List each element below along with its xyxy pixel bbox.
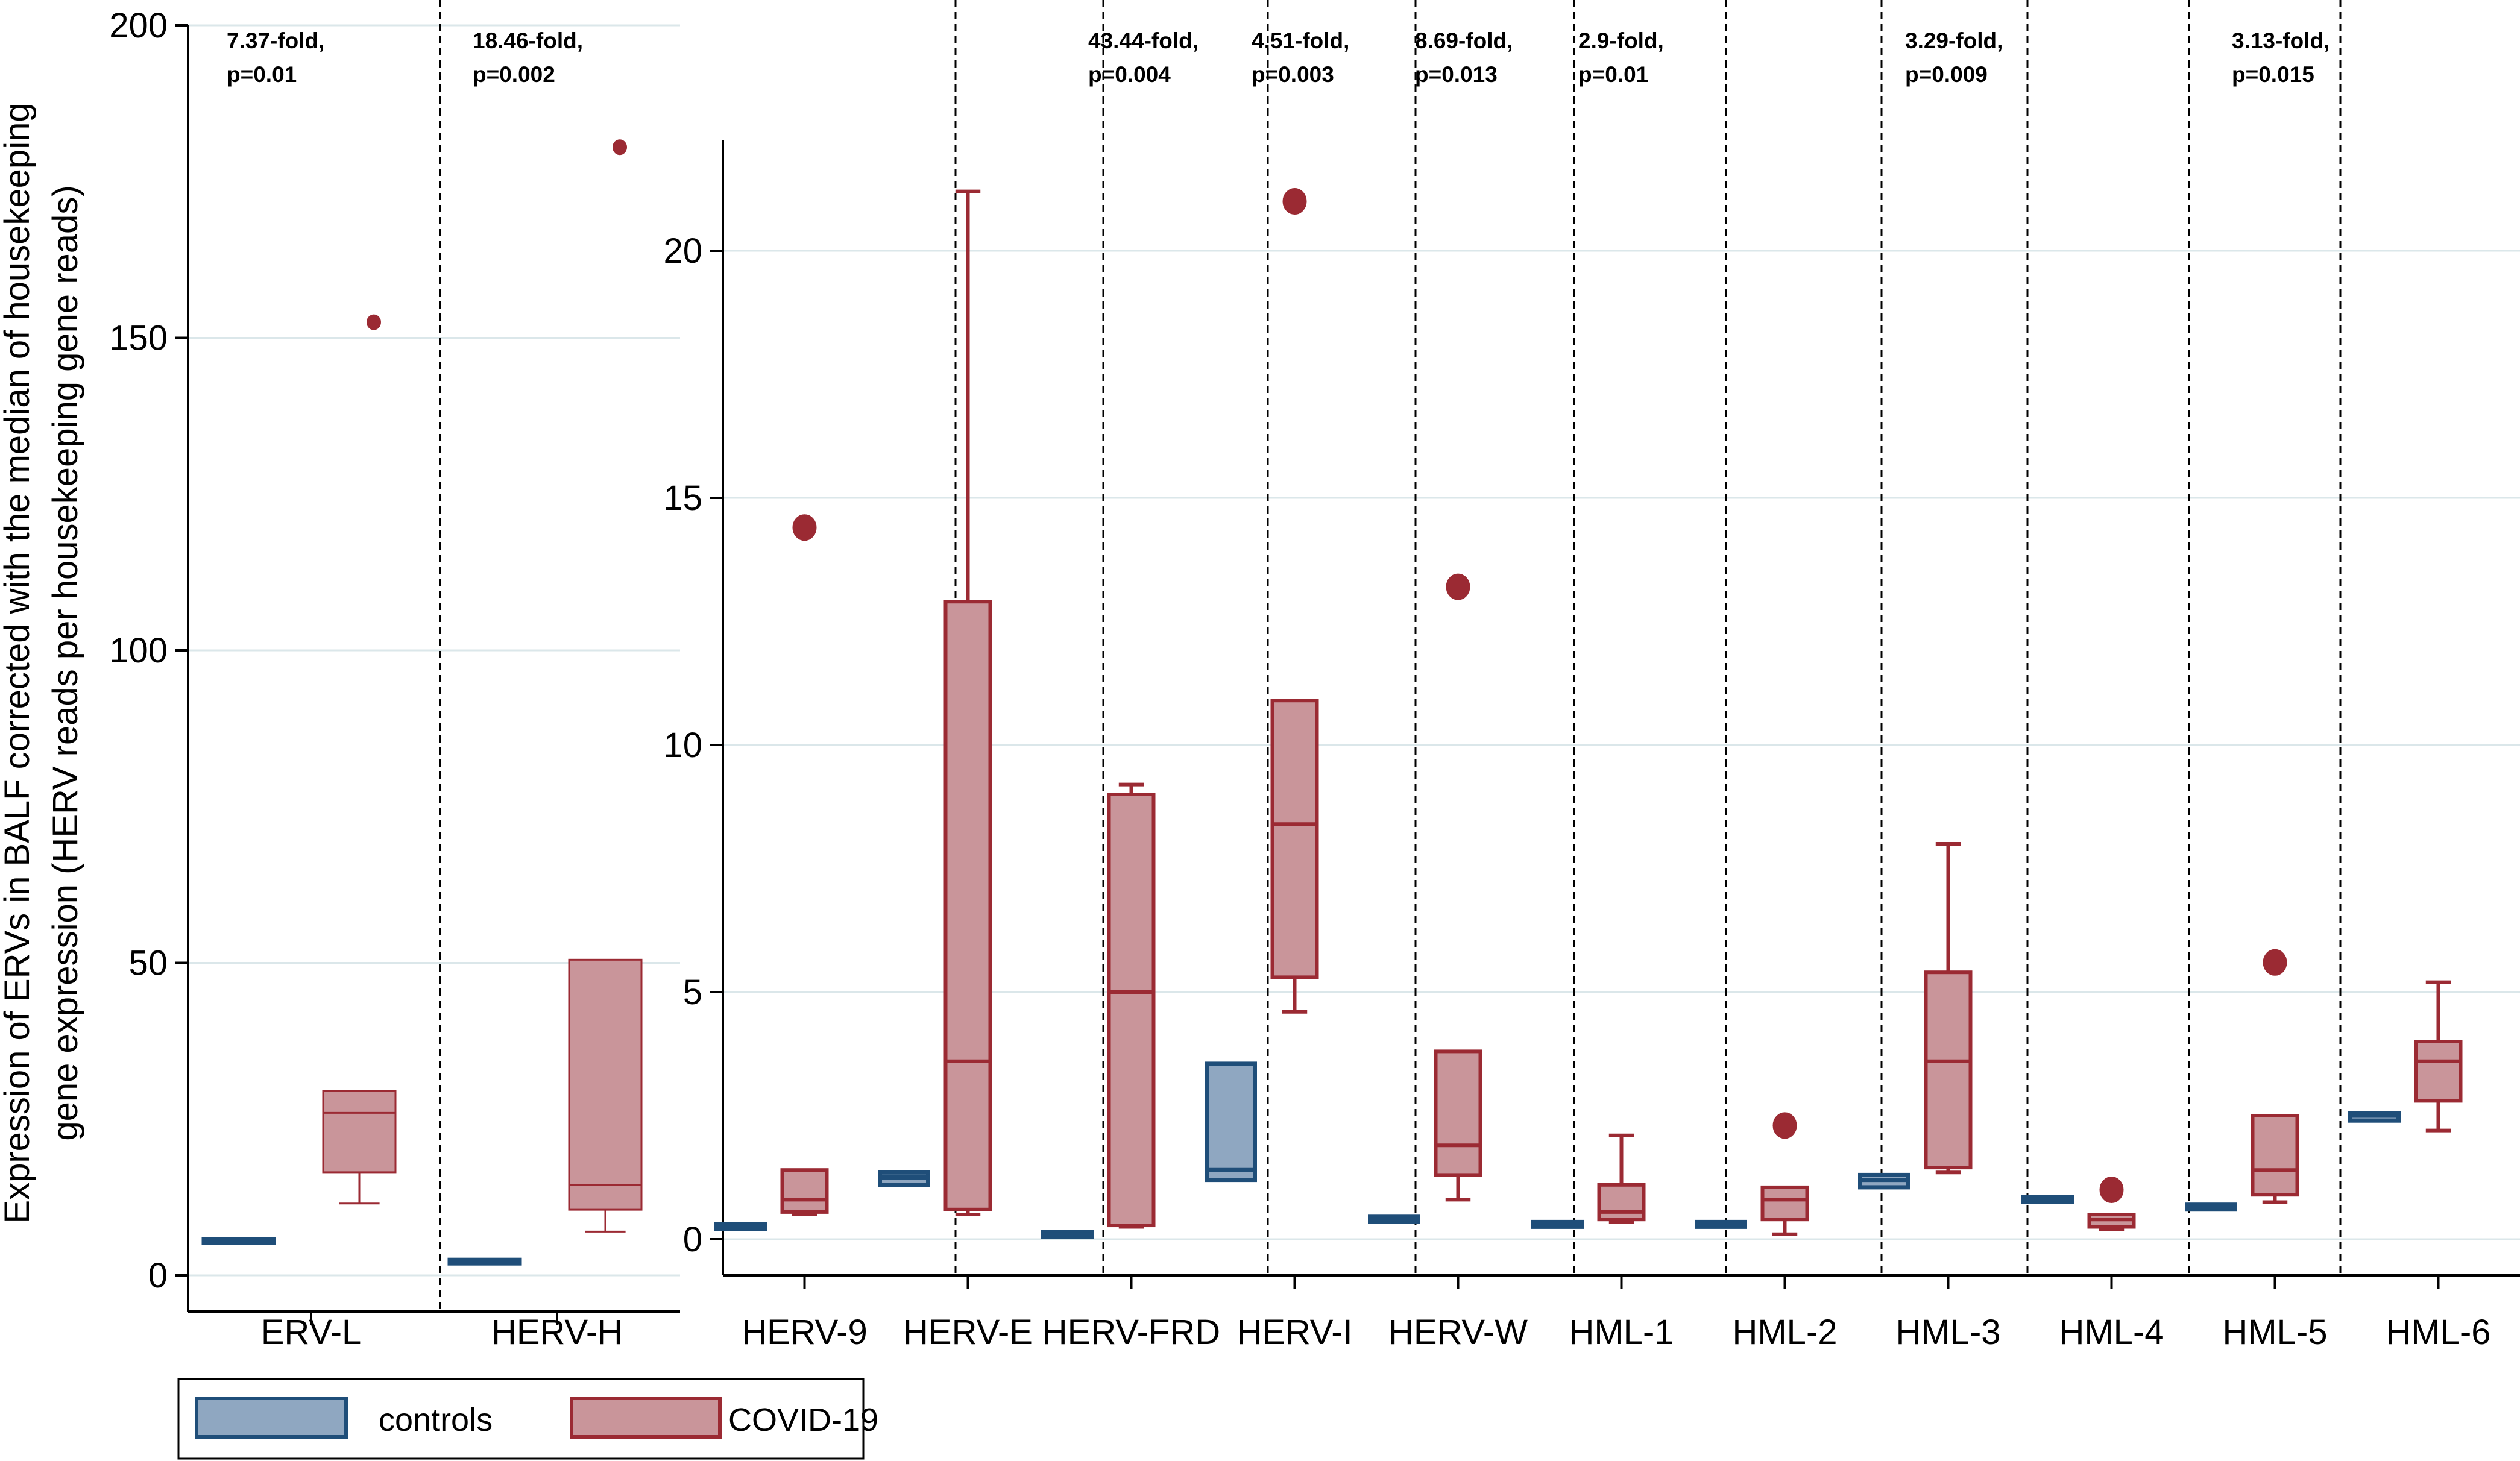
legend-swatch-covid19 [570,1397,722,1439]
category-label-herv-h: HERV-H [491,1313,623,1352]
box-covid-19-hml-2-iqr [1760,1185,1809,1222]
category-label-herv-i: HERV-I [1236,1313,1352,1352]
box-covid-19-erv-l-iqr [322,1090,397,1174]
annotation-hml-5-line-1: 3.13-fold, [2232,28,2329,53]
box-covid-19-herv-h [568,139,643,1233]
category-label-hml-2: HML-2 [1732,1313,1837,1352]
y-tick-label-left-200: 200 [109,6,168,45]
category-label-herv-frd: HERV-FRD [1042,1313,1220,1352]
box-covid-19-hml-2-outlier-1 [1772,1112,1797,1139]
box-covid-19-herv-e [943,189,992,1216]
annotation-herv-i-line-2: p=0.003 [1252,62,1334,87]
box-controls-hml-1 [1531,1219,1584,1229]
box-covid-19-herv-frd-iqr [1107,793,1156,1228]
box-covid-19-hml-1 [1597,1133,1646,1224]
box-controls-herv-h [447,1257,522,1266]
box-covid-19-herv-9-outlier-1 [792,514,817,541]
box-controls-hml-3 [1858,1172,1910,1190]
box-controls-herv-9 [714,1222,767,1231]
category-label-hml-3: HML-3 [1895,1313,2000,1352]
legend-label-controls: controls [379,1402,493,1438]
box-controls-erv-l [201,1237,276,1245]
category-label-hml-4: HML-4 [2059,1313,2164,1352]
box-covid-19-herv-frd [1107,782,1156,1229]
annotation-erv-l-line-2: p=0.01 [227,62,297,87]
annotation-herv-frd-line-1: 43.44-fold, [1088,28,1199,53]
box-covid-19-herv-w [1434,573,1482,1202]
box-covid-19-hml-5 [2251,949,2299,1204]
y-tick-label-right-5: 5 [683,973,702,1012]
annotation-herv-w-line-1: 8.69-fold, [1415,28,1513,53]
box-covid-19-herv-9 [780,514,829,1216]
box-controls-herv-e [878,1170,930,1187]
annotation-hml-3-line-1: 3.29-fold, [1905,28,2003,53]
box-covid-19-hml-6-iqr [2414,1040,2463,1103]
box-controls-herv-frd [1041,1230,1094,1239]
box-covid-19-hml-3 [1924,842,1973,1175]
box-covid-19-herv-h-outlier-1 [613,139,627,156]
category-label-herv-e: HERV-E [903,1313,1033,1352]
box-covid-19-herv-w-outlier-1 [1446,573,1470,600]
left-panel-chart: 0 50 100 150 200 ERV-L HERV-H 7.37-fold, p=0.01 1… [109,0,680,1352]
box-covid-19-herv-h-iqr [568,958,643,1211]
category-label-hml-1: HML-1 [1569,1313,1674,1352]
y-tick-label-left-100: 100 [109,631,168,670]
right-panel-chart: 0 5 10 15 20 HERV-9 HERV-E HERV-FRD HERV-I HERV-W… [663,0,2520,1352]
category-label-hml-5: HML-5 [2222,1313,2327,1352]
y-axis-title-line-1: Expression of ERVs in BALF corrected wit… [0,102,37,1223]
y-tick-label-left-0: 0 [148,1256,168,1295]
y-tick-label-right-10: 10 [663,726,702,765]
y-tick-label-left-150: 150 [109,319,168,358]
legend-label-covid19: COVID-19 [728,1402,878,1438]
legend: controls COVID-19 [177,1378,878,1460]
annotation-hml-1-line-2: p=0.01 [1578,62,1648,87]
box-controls-hml-2 [1695,1219,1747,1229]
y-axis-title-line-2: gene expression (HERV reads per housekee… [46,185,85,1140]
annotation-hml-1-line-1: 2.9-fold, [1578,28,1664,53]
box-covid-19-herv-i [1270,188,1319,1014]
annotation-herv-h-line-2: p=0.002 [473,62,555,87]
y-tick-label-right-0: 0 [683,1220,702,1259]
category-label-erv-l: ERV-L [261,1313,362,1352]
box-controls-hml-5 [2185,1202,2237,1212]
box-controls-herv-i-iqr [1205,1061,1257,1183]
y-axis-title: Expression of ERVs in BALF corrected wit… [0,102,85,1223]
box-covid-19-hml-6 [2414,980,2463,1133]
box-covid-19-herv-i-outlier-1 [1282,188,1307,215]
box-covid-19-hml-4 [2087,1177,2136,1231]
box-covid-19-hml-3-iqr [1924,970,1973,1170]
box-controls-herv-i [1205,1061,1257,1183]
box-covid-19-herv-i-iqr [1270,699,1319,979]
category-label-herv-w: HERV-W [1388,1313,1528,1352]
annotation-herv-frd-line-2: p=0.004 [1088,62,1171,87]
box-covid-19-herv-w-iqr [1434,1049,1482,1177]
y-tick-label-right-15: 15 [663,479,702,518]
box-controls-hml-4 [2021,1195,2074,1204]
y-tick-label-right-20: 20 [663,231,702,271]
box-covid-19-erv-l-outlier-1 [367,314,381,330]
box-covid-19-hml-2 [1760,1112,1809,1236]
category-label-herv-9: HERV-9 [742,1313,867,1352]
annotation-hml-3-line-2: p=0.009 [1905,62,1988,87]
annotation-erv-l-line-1: 7.37-fold, [227,28,324,53]
annotation-herv-i-line-1: 4.51-fold, [1252,28,1349,53]
box-covid-19-hml-1-iqr [1597,1183,1646,1222]
y-tick-label-left-50: 50 [128,944,168,983]
annotation-herv-h-line-1: 18.46-fold, [473,28,583,53]
box-covid-19-hml-5-iqr [2251,1114,2299,1197]
box-covid-19-erv-l [322,314,397,1205]
box-covid-19-hml-4-outlier-1 [2099,1177,2124,1203]
legend-swatch-controls [195,1397,348,1439]
category-label-hml-6: HML-6 [2386,1313,2490,1352]
box-controls-hml-6 [2348,1111,2401,1123]
annotation-hml-5-line-2: p=0.015 [2232,62,2314,87]
annotation-herv-w-line-2: p=0.013 [1415,62,1498,87]
box-covid-19-herv-9-iqr [780,1168,829,1214]
box-covid-19-hml-5-outlier-1 [2263,949,2287,976]
box-covid-19-herv-e-iqr [943,600,992,1211]
box-controls-herv-w [1368,1214,1420,1224]
